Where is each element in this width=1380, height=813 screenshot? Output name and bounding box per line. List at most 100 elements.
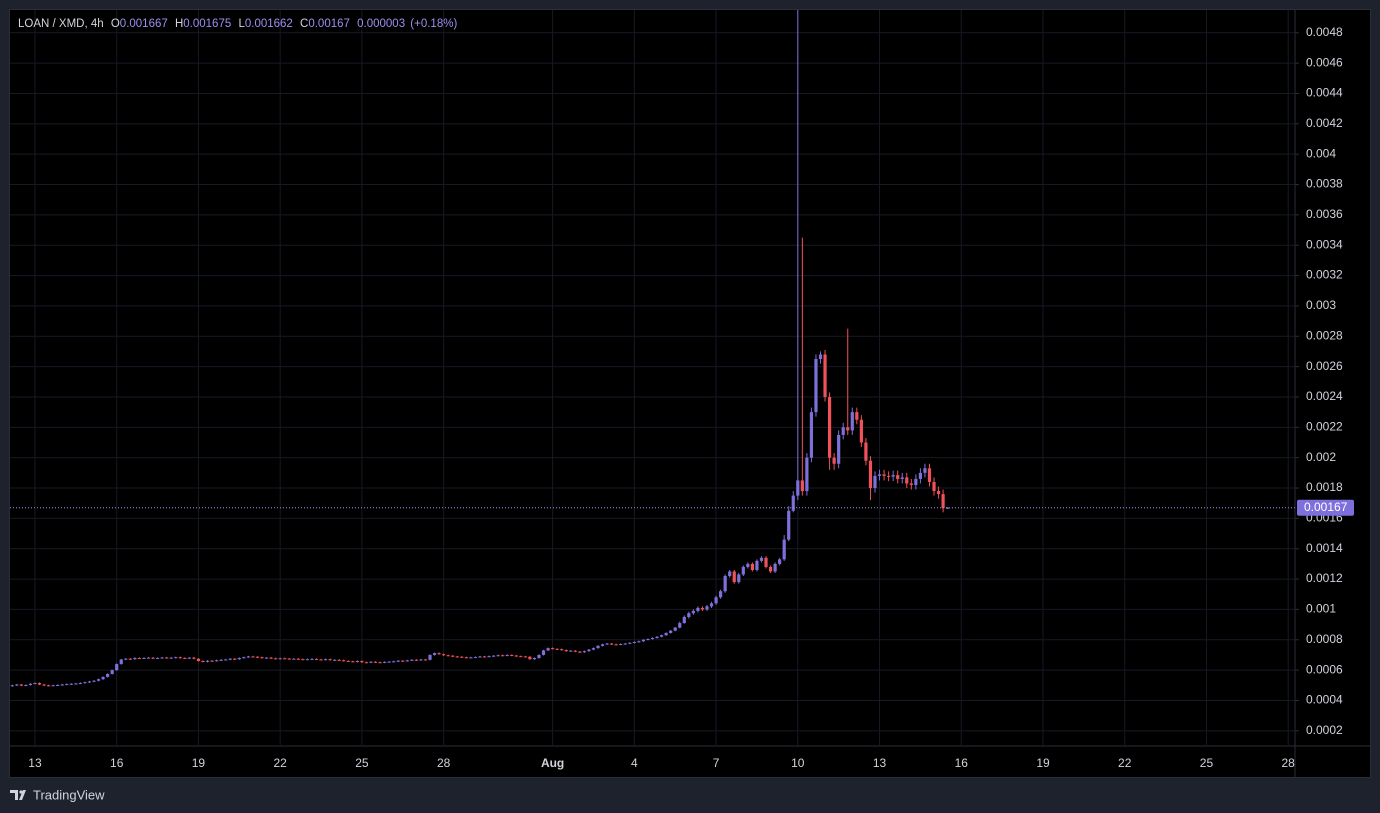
candle-body xyxy=(146,657,151,659)
candle-body xyxy=(764,557,768,567)
candle-body xyxy=(314,658,319,660)
y-tick-label: 0.0012 xyxy=(1306,571,1343,585)
candle-body xyxy=(827,396,832,458)
candle-body xyxy=(410,659,414,661)
candle-body xyxy=(496,655,500,657)
x-tick-label: 19 xyxy=(1036,756,1050,770)
candle-body xyxy=(205,660,210,662)
y-tick-label: 0.004 xyxy=(1306,146,1336,160)
candle-body xyxy=(605,643,609,645)
candle-body xyxy=(473,657,478,659)
candle-body xyxy=(446,655,450,657)
candle-body xyxy=(864,442,868,461)
candle-body xyxy=(83,682,87,684)
candle-body xyxy=(923,468,927,473)
x-tick-label: 13 xyxy=(873,756,887,770)
candle-body xyxy=(46,685,51,687)
branding: TradingView xyxy=(10,787,105,802)
candle-body xyxy=(224,659,228,661)
candle-body xyxy=(351,661,355,663)
candle-body xyxy=(269,657,273,659)
time-axis: 13 16 19 22 25 28 Aug 4 7 10 13 16 19 22 25 28 xyxy=(28,756,1295,770)
candle-body xyxy=(42,684,46,686)
candle-body xyxy=(914,478,918,485)
candle-body xyxy=(37,683,42,685)
candle-body xyxy=(578,651,582,653)
candle-body xyxy=(110,670,114,674)
candle-body xyxy=(818,354,823,360)
candle-body xyxy=(632,642,636,644)
candle-body xyxy=(800,480,804,492)
candle-body xyxy=(510,654,514,656)
candle-body xyxy=(669,630,673,633)
candle-body xyxy=(646,639,650,641)
candle-body xyxy=(15,684,19,686)
candle-body xyxy=(337,659,341,661)
candle-body xyxy=(115,664,119,671)
candle-body xyxy=(773,563,777,572)
candle-body xyxy=(133,657,137,660)
x-tick-label: 22 xyxy=(273,756,287,770)
candle-body xyxy=(183,657,187,659)
candle-body xyxy=(287,658,291,660)
candle-body xyxy=(787,510,791,540)
candle-body xyxy=(528,656,532,660)
candle-body xyxy=(696,607,700,611)
candle-body xyxy=(541,650,546,655)
candle-body xyxy=(428,654,432,660)
candle-body xyxy=(927,468,932,482)
y-tick-label: 0.001 xyxy=(1306,602,1336,616)
candle-body xyxy=(551,648,555,650)
candle-body xyxy=(832,457,836,464)
candle-body xyxy=(814,359,818,413)
candle-body xyxy=(796,480,800,496)
candle-body xyxy=(305,659,310,661)
candle-body xyxy=(623,643,627,645)
candle-body xyxy=(65,684,69,686)
logo-icon xyxy=(10,790,26,800)
candle-body xyxy=(714,597,718,604)
candle-body xyxy=(128,658,132,660)
candle-body xyxy=(791,495,795,511)
candle-body xyxy=(196,658,201,662)
candle-body xyxy=(946,507,950,509)
low-value: 0.001662 xyxy=(245,18,293,30)
candle-body xyxy=(655,636,659,638)
candle-body xyxy=(719,591,723,598)
x-tick-label: 16 xyxy=(110,756,124,770)
candle-body xyxy=(691,610,695,614)
candle-body xyxy=(201,661,205,663)
candle-body xyxy=(891,475,895,477)
candle-body xyxy=(333,659,337,661)
candle-body xyxy=(478,656,482,658)
candle-body xyxy=(319,659,323,661)
candle-body xyxy=(151,657,155,659)
candle-body xyxy=(650,637,655,640)
candle-body xyxy=(491,655,496,657)
candle-body xyxy=(292,658,296,660)
candle-body xyxy=(873,475,877,489)
candle-body xyxy=(591,648,596,650)
candle-body xyxy=(514,655,518,657)
candle-body xyxy=(678,623,682,628)
candle-body xyxy=(369,661,373,663)
candle-body xyxy=(364,662,369,664)
chart-background xyxy=(9,9,1371,778)
candle-body xyxy=(432,653,437,655)
candle-body xyxy=(87,681,92,683)
candle-body xyxy=(251,656,255,658)
candle-body xyxy=(228,658,232,660)
candle-body xyxy=(868,460,873,489)
candle-body xyxy=(737,574,741,583)
logo-dot xyxy=(19,790,23,794)
candle-body xyxy=(442,654,446,656)
candle-body xyxy=(301,659,305,661)
candle-body xyxy=(614,644,618,646)
last-price-label: 0.00167 xyxy=(1304,500,1348,514)
candle-body xyxy=(628,642,632,644)
change-percent: (+0.18%) xyxy=(410,18,457,30)
close-label: C xyxy=(300,18,308,30)
high-label: H xyxy=(175,18,183,30)
candle-body xyxy=(523,656,527,658)
candle-body xyxy=(482,656,487,658)
